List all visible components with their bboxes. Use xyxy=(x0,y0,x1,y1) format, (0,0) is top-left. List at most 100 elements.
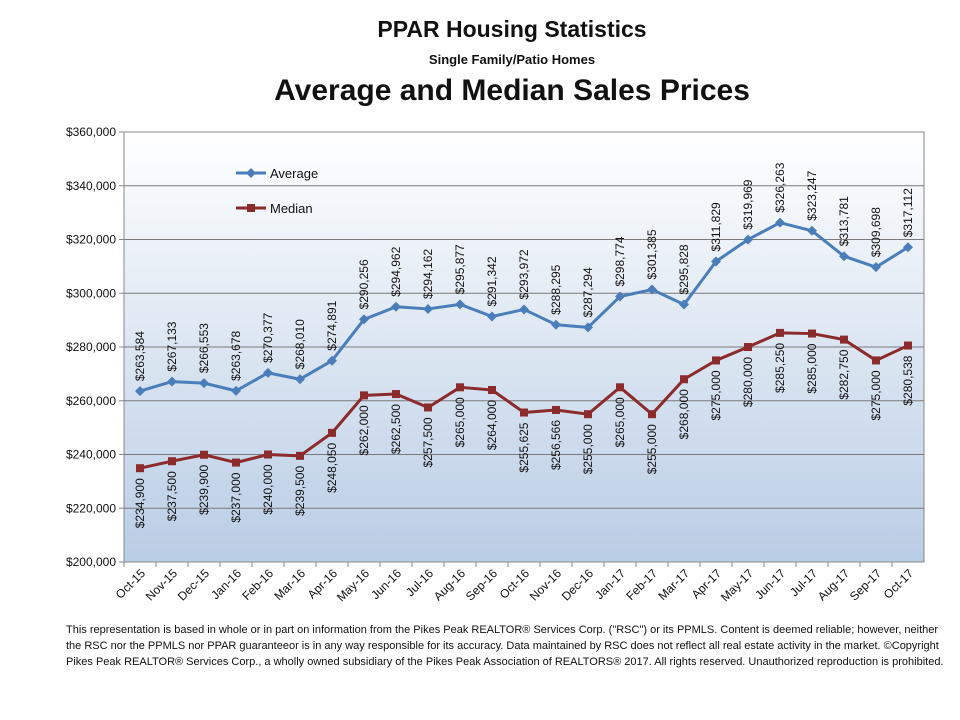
data-label-average: $326,263 xyxy=(773,162,787,212)
y-tick-label: $320,000 xyxy=(66,233,116,247)
point-median xyxy=(840,335,848,344)
y-tick-label: $300,000 xyxy=(66,286,116,300)
y-tick-label: $200,000 xyxy=(66,555,116,569)
data-label-median: $282,750 xyxy=(837,349,851,399)
point-average xyxy=(199,378,209,389)
legend-marker-average xyxy=(246,168,256,178)
data-label-median: $239,900 xyxy=(197,464,211,514)
data-label-median: $285,000 xyxy=(805,343,819,393)
data-label-average: $263,678 xyxy=(229,330,243,380)
data-label-median: $265,000 xyxy=(613,397,627,447)
point-average xyxy=(903,242,913,253)
point-median xyxy=(488,386,496,394)
point-median xyxy=(456,383,464,392)
y-tick-label: $360,000 xyxy=(66,125,116,139)
x-tick-label: Mar-17 xyxy=(655,566,692,603)
data-label-median: $280,538 xyxy=(901,355,915,405)
point-average xyxy=(871,262,881,273)
point-average xyxy=(551,319,561,330)
data-label-average: $267,133 xyxy=(165,321,179,371)
x-tick-label: Dec-15 xyxy=(175,566,212,603)
point-median xyxy=(776,328,784,337)
point-median xyxy=(904,341,912,350)
point-average xyxy=(615,291,625,302)
point-average xyxy=(743,234,753,245)
data-label-average: $270,377 xyxy=(261,312,275,362)
data-label-median: $275,000 xyxy=(869,370,883,420)
x-tick-label: Aug-17 xyxy=(815,566,852,603)
x-tick-label: Jan-16 xyxy=(208,566,244,602)
data-labels: $263,584 $267,133 $266,553 $263,678 $270,377… xyxy=(133,162,915,528)
point-average xyxy=(167,376,177,387)
data-label-average: $298,774 xyxy=(613,236,627,286)
point-average xyxy=(295,374,305,385)
point-median xyxy=(232,458,240,467)
x-tick-label: Nov-15 xyxy=(143,566,180,603)
data-label-median: $234,900 xyxy=(133,478,147,528)
data-label-median: $257,500 xyxy=(421,417,435,467)
x-tick-label: Sep-16 xyxy=(463,566,500,603)
data-label-average: $294,162 xyxy=(421,249,435,299)
data-label-median: $262,500 xyxy=(389,404,403,454)
point-average xyxy=(263,367,273,378)
y-tick-label: $260,000 xyxy=(66,394,116,408)
x-tick-label: Sep-17 xyxy=(847,566,884,603)
data-label-average: $294,962 xyxy=(389,246,403,296)
data-label-average: $323,247 xyxy=(805,170,819,220)
data-label-average: $288,295 xyxy=(549,264,563,314)
point-average xyxy=(135,386,145,397)
point-median xyxy=(616,383,624,392)
data-label-median: $275,000 xyxy=(709,370,723,420)
x-tick-label: Jun-16 xyxy=(368,566,404,602)
x-tick-label: Jun-17 xyxy=(752,566,788,602)
point-median xyxy=(392,390,400,399)
point-median xyxy=(360,391,368,400)
data-label-median: $256,566 xyxy=(549,420,563,470)
x-tick-label: Nov-16 xyxy=(527,566,564,603)
point-median xyxy=(168,457,176,466)
data-label-average: $266,553 xyxy=(197,323,211,373)
point-median xyxy=(744,343,752,351)
chart-subtitle: Single Family/Patio Homes xyxy=(428,52,596,67)
legend: Average Median xyxy=(236,166,318,216)
point-average xyxy=(455,299,465,310)
data-label-median: $255,000 xyxy=(581,424,595,474)
y-tick-label: $240,000 xyxy=(66,448,116,462)
point-average xyxy=(327,355,337,366)
point-average xyxy=(359,314,369,325)
data-label-average: $291,342 xyxy=(485,256,499,306)
data-label-median: $255,625 xyxy=(517,422,531,472)
x-tick-label: Jan-17 xyxy=(592,566,628,602)
data-label-median: $285,250 xyxy=(773,343,787,393)
y-tick-label: $340,000 xyxy=(66,179,116,193)
data-label-average: $301,385 xyxy=(645,229,659,279)
point-median xyxy=(552,405,560,414)
data-label-average: $319,969 xyxy=(741,179,755,229)
point-average xyxy=(231,385,241,396)
x-tick-label: Oct-16 xyxy=(497,566,533,602)
data-label-average: $309,698 xyxy=(869,207,883,257)
x-axis: Oct-15Nov-15Dec-15Jan-16Feb-16Mar-16Apr-… xyxy=(113,562,916,604)
x-tick-label: Feb-16 xyxy=(239,566,276,603)
point-median xyxy=(712,356,720,365)
point-median xyxy=(648,410,656,419)
point-average xyxy=(423,303,433,314)
point-median xyxy=(424,403,432,412)
data-label-median: $248,050 xyxy=(325,443,339,493)
data-label-median: $280,000 xyxy=(741,357,755,407)
point-median xyxy=(584,410,592,419)
point-average xyxy=(711,256,721,267)
point-median xyxy=(328,428,336,437)
series xyxy=(135,217,913,473)
data-label-average: $268,010 xyxy=(293,319,307,369)
data-label-median: $237,500 xyxy=(165,471,179,521)
data-label-average: $311,829 xyxy=(709,202,723,251)
point-median xyxy=(872,356,880,365)
footnote: This representation is based in whole or… xyxy=(66,624,944,668)
data-label-average: $274,891 xyxy=(325,300,339,350)
x-tick-label: Mar-16 xyxy=(271,566,308,603)
point-average xyxy=(647,284,657,295)
point-median xyxy=(520,408,528,417)
x-tick-label: Feb-17 xyxy=(623,566,660,603)
